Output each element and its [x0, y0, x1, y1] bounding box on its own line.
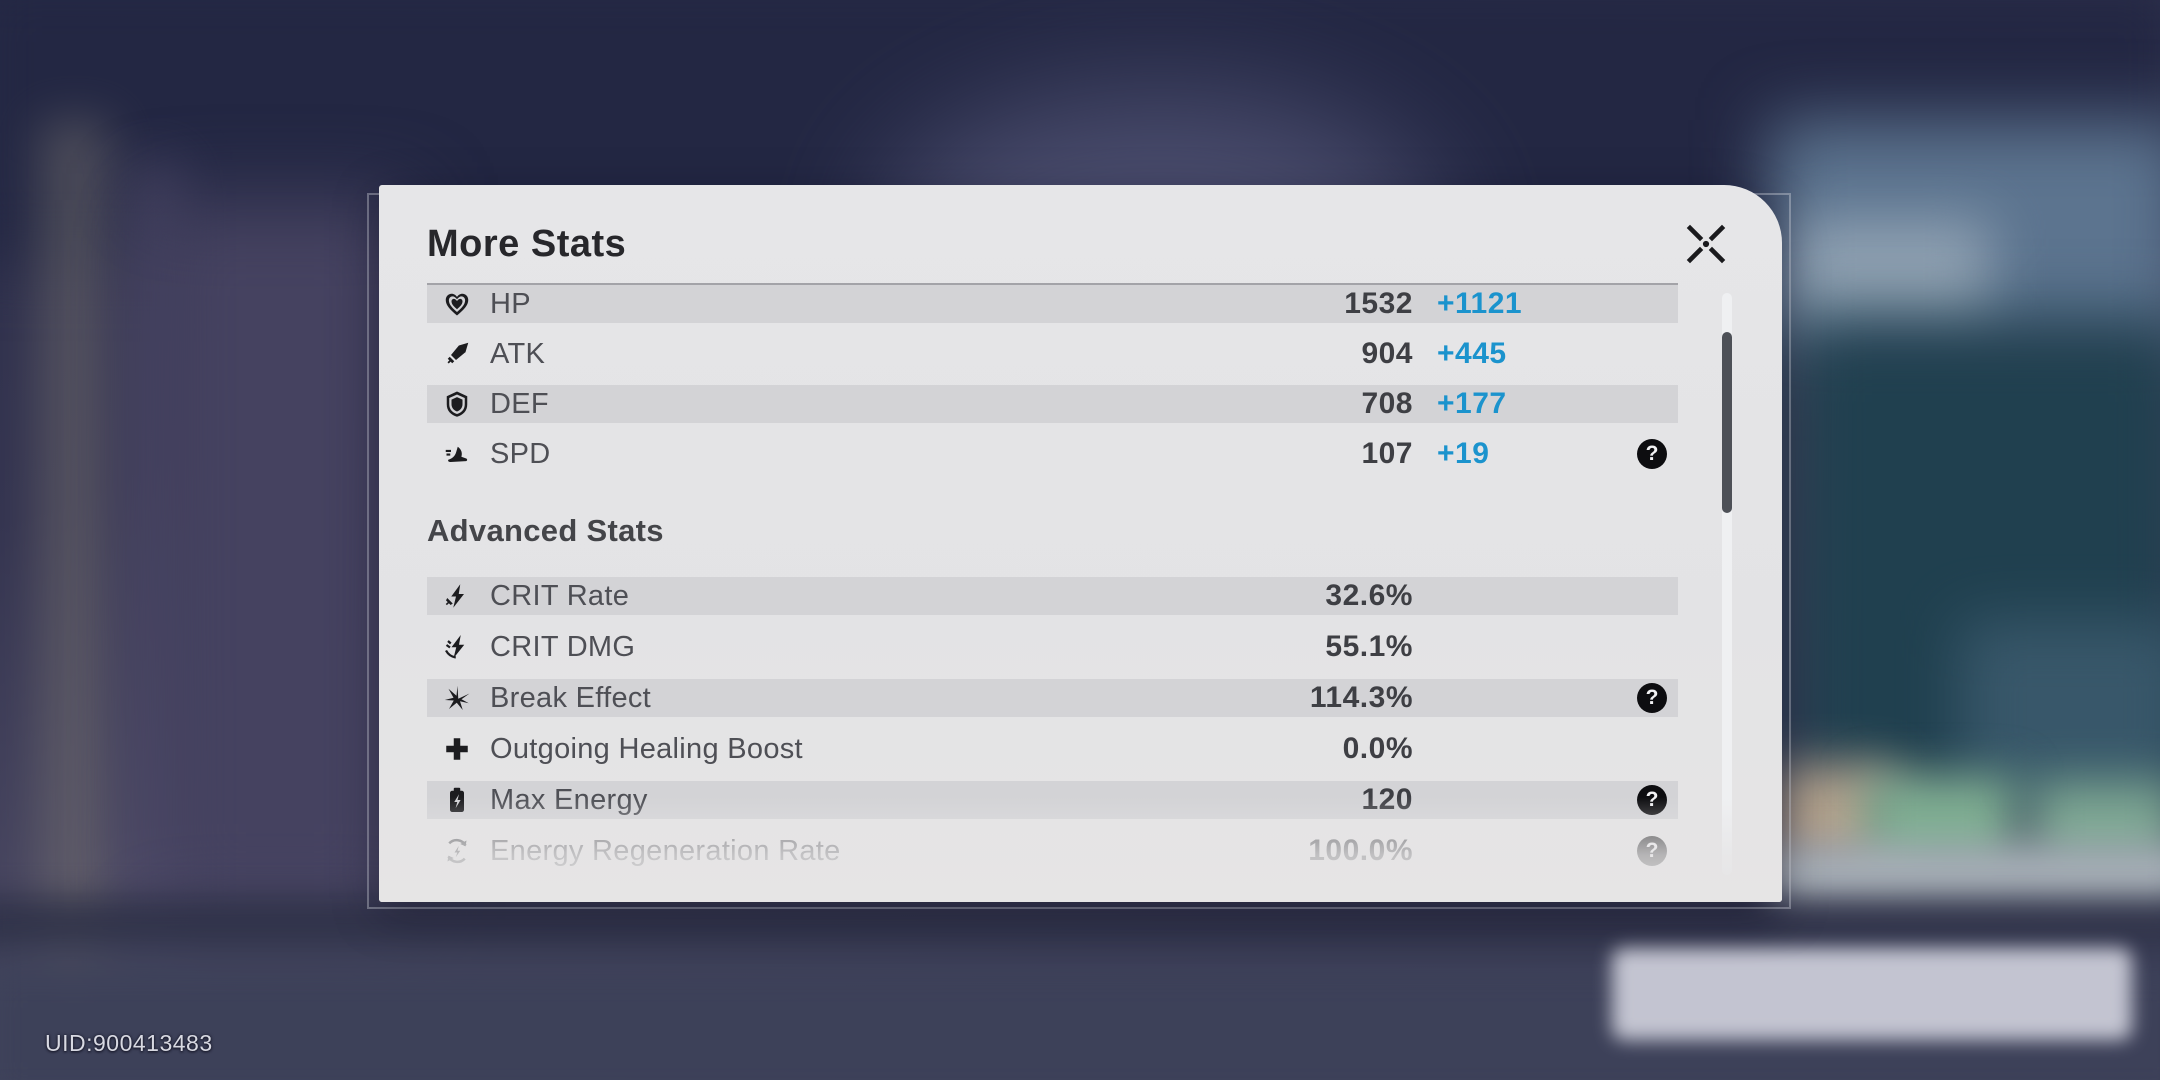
max-energy-help-icon[interactable]: ?: [1637, 785, 1667, 815]
stat-value: 1532: [1344, 287, 1413, 320]
stat-label: Energy Regeneration Rate: [490, 834, 841, 867]
stat-row-hp: HP 1532 +1121: [427, 285, 1678, 323]
spd-help-icon[interactable]: ?: [1637, 439, 1667, 469]
stat-label: Max Energy: [490, 783, 648, 816]
stat-row-spd: SPD 107 +19 ?: [427, 435, 1678, 473]
close-button[interactable]: [1681, 219, 1731, 269]
bg-right-light-patch: [1790, 220, 1990, 330]
break-effect-icon: [442, 683, 472, 713]
stat-row-crit-rate: CRIT Rate 32.6%: [427, 577, 1678, 615]
stat-bonus: +177: [1437, 387, 1507, 420]
break-effect-help-icon[interactable]: ?: [1637, 683, 1667, 713]
stat-row-atk: ATK 904 +445: [427, 335, 1678, 373]
stat-bonus: +445: [1437, 337, 1507, 370]
stat-label: ATK: [490, 337, 546, 370]
stat-label: HP: [490, 287, 531, 320]
stat-label: Outgoing Healing Boost: [490, 732, 803, 765]
stat-row-outgoing-healing: Outgoing Healing Boost 0.0%: [427, 730, 1678, 768]
bg-left-streak: [40, 120, 110, 1020]
max-energy-battery-icon: [442, 785, 472, 815]
stat-value: 114.3%: [1309, 681, 1413, 714]
stat-value: 32.6%: [1325, 579, 1413, 612]
bg-midleft-shade: [150, 200, 410, 920]
crit-rate-icon: [442, 581, 472, 611]
stat-label: DEF: [490, 387, 549, 420]
stat-value: 120: [1361, 783, 1413, 816]
stat-bonus: +19: [1437, 437, 1490, 470]
advanced-stats-heading: Advanced Stats: [427, 513, 664, 548]
stat-value: 55.1%: [1325, 630, 1413, 663]
stat-label: SPD: [490, 437, 551, 470]
stat-row-crit-dmg: CRIT DMG 55.1%: [427, 628, 1678, 666]
stat-value: 100.0%: [1308, 834, 1413, 867]
spd-boot-icon: [442, 439, 472, 469]
stats-scrollbar-track[interactable]: [1722, 293, 1732, 875]
bg-right-teal-light: [1960, 620, 2160, 800]
stat-row-energy-regen: Energy Regeneration Rate 100.0% ?: [427, 832, 1678, 870]
stat-value: 904: [1361, 337, 1413, 370]
def-shield-icon: [442, 389, 472, 419]
dialog-title: More Stats: [427, 223, 627, 265]
uid-label: UID:900413483: [45, 1030, 213, 1056]
more-stats-dialog: More Stats HP: [379, 185, 1782, 902]
stat-value: 708: [1361, 387, 1413, 420]
stat-label: Break Effect: [490, 681, 652, 714]
stat-row-def: DEF 708 +177: [427, 385, 1678, 423]
healing-cross-icon: [442, 734, 472, 764]
atk-sword-icon: [442, 339, 472, 369]
stats-top-divider: [427, 283, 1678, 285]
crit-dmg-icon: [442, 632, 472, 662]
stat-bonus: +1121: [1437, 287, 1523, 320]
hp-heart-icon: [442, 289, 472, 319]
close-icon: [1686, 224, 1726, 264]
stat-row-max-energy: Max Energy 120 ?: [427, 781, 1678, 819]
stat-row-break-effect: Break Effect 114.3% ?: [427, 679, 1678, 717]
stat-label: CRIT Rate: [490, 579, 630, 612]
stat-label: CRIT DMG: [490, 630, 636, 663]
blurred-bottom-right-button: [1612, 948, 2132, 1040]
energy-regen-icon: [442, 836, 472, 866]
stat-value: 0.0%: [1342, 732, 1413, 765]
energy-regen-help-icon[interactable]: ?: [1637, 836, 1667, 866]
stat-value: 107: [1361, 437, 1413, 470]
stats-scrollbar-thumb[interactable]: [1722, 332, 1732, 513]
